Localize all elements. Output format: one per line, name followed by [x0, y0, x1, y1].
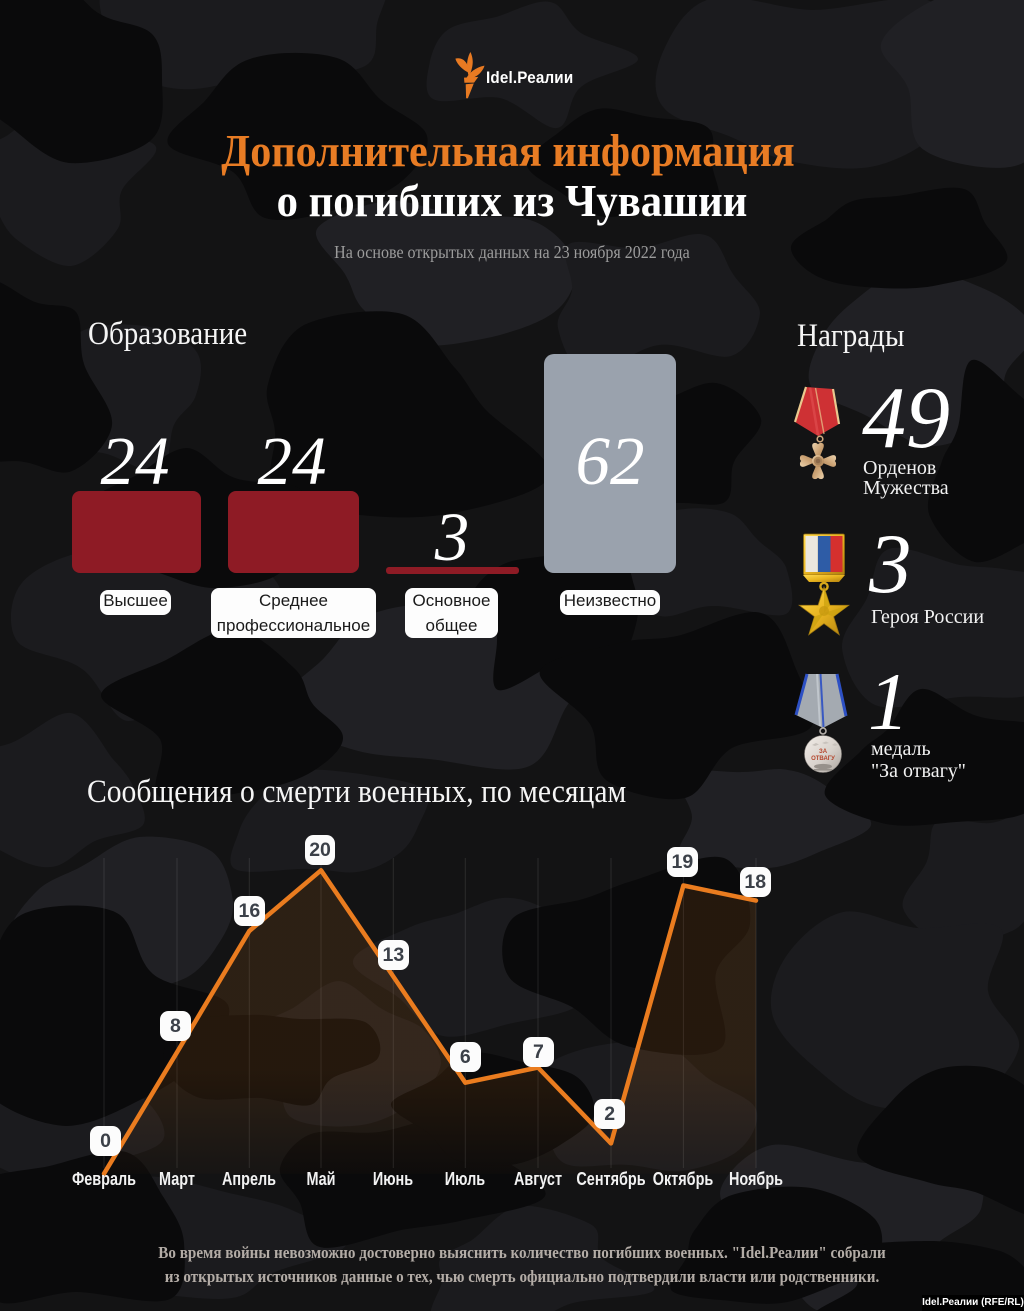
svg-text:ОТВАГУ: ОТВАГУ	[811, 756, 835, 762]
svg-text:ЗА: ЗА	[819, 749, 828, 755]
